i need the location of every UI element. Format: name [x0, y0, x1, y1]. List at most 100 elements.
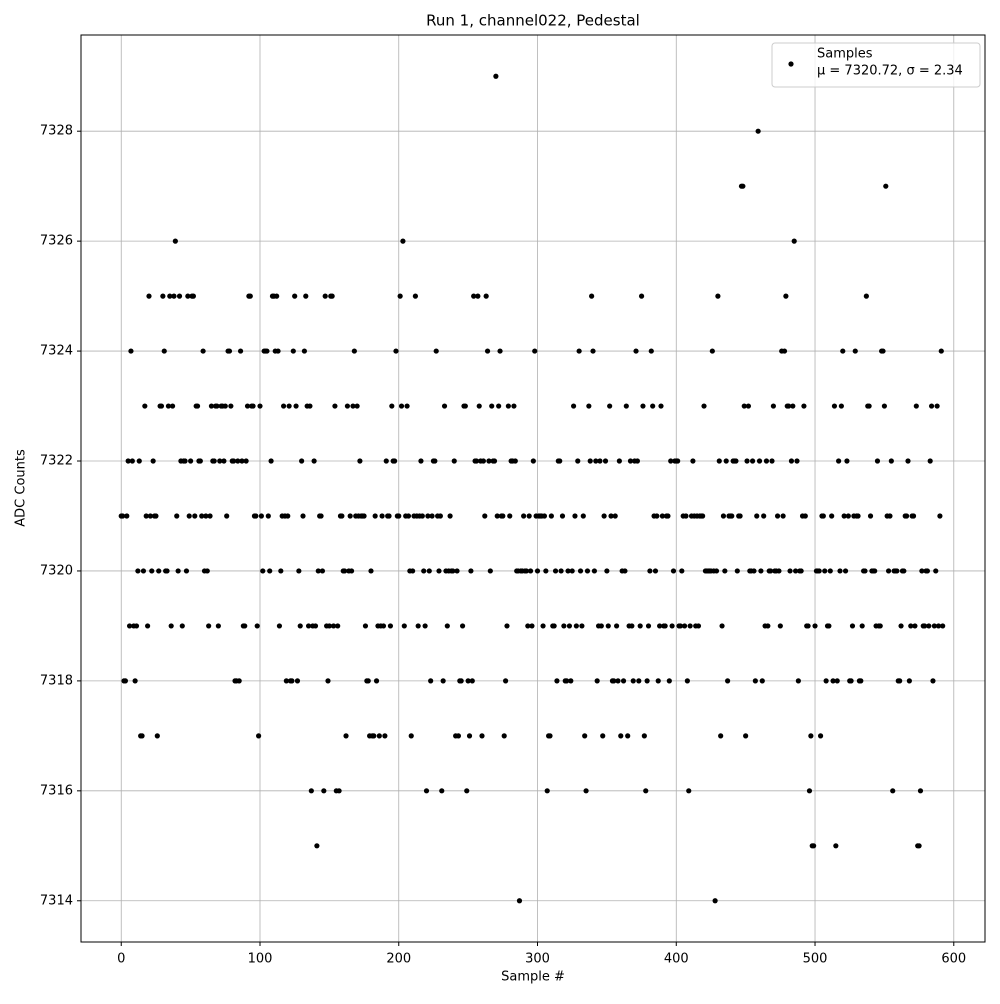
data-point [471, 293, 477, 299]
data-point [733, 458, 739, 464]
data-point [433, 348, 439, 354]
data-point [186, 513, 192, 519]
data-point [806, 788, 813, 794]
data-point [190, 293, 196, 299]
data-point [422, 623, 428, 629]
data-point [436, 568, 442, 574]
data-point [305, 623, 312, 629]
y-tick-label: 7314 [40, 893, 73, 908]
data-point [565, 568, 571, 574]
data-point [158, 403, 165, 409]
data-point [484, 348, 491, 354]
data-point [348, 568, 355, 574]
data-point [462, 403, 468, 409]
data-point [540, 623, 546, 629]
data-point [441, 403, 448, 409]
data-point [120, 513, 126, 519]
data-point [491, 458, 498, 464]
data-point [561, 623, 567, 629]
data-point [614, 623, 620, 629]
data-point [855, 513, 861, 519]
legend-label: Samples [817, 47, 873, 62]
data-point [451, 458, 457, 464]
data-point [236, 678, 242, 684]
data-point [795, 678, 801, 684]
data-point [901, 568, 907, 574]
data-point [126, 623, 133, 629]
data-point [501, 733, 507, 739]
data-point [300, 513, 306, 519]
data-point [380, 623, 387, 629]
data-point [841, 513, 847, 519]
data-point [670, 568, 677, 574]
data-point [172, 238, 178, 244]
data-point [527, 568, 534, 574]
data-point [419, 513, 425, 519]
data-point [354, 403, 360, 409]
data-point [623, 403, 629, 409]
data-point [885, 568, 892, 574]
data-point [593, 458, 599, 464]
data-point [145, 623, 151, 629]
data-point [260, 568, 266, 574]
data-point [862, 568, 868, 574]
data-point [505, 403, 511, 409]
y-tick-label: 7316 [40, 783, 73, 798]
data-point [425, 513, 431, 519]
data-point [840, 348, 846, 354]
data-point [859, 623, 865, 629]
data-point [640, 403, 646, 409]
data-point [629, 623, 635, 629]
data-point [483, 293, 489, 299]
data-point [780, 513, 786, 519]
data-point [468, 568, 474, 574]
data-point [579, 623, 585, 629]
data-point [386, 513, 392, 519]
data-point [752, 678, 758, 684]
data-point [347, 513, 353, 519]
data-point [362, 623, 369, 629]
data-point [214, 403, 220, 409]
data-point [654, 513, 660, 519]
data-point [290, 348, 296, 354]
data-point [547, 733, 553, 739]
data-point [867, 513, 874, 519]
data-point [845, 513, 851, 519]
data-point [361, 513, 367, 519]
data-point [863, 293, 869, 299]
data-point [934, 403, 940, 409]
data-point [160, 293, 166, 299]
data-point [924, 568, 931, 574]
data-point [147, 513, 153, 519]
data-point [683, 513, 689, 519]
data-point [570, 403, 577, 409]
data-point [669, 623, 675, 629]
data-point [200, 348, 206, 354]
data-point [274, 293, 280, 299]
data-point [781, 348, 788, 354]
data-point [729, 513, 735, 519]
data-point [811, 843, 817, 849]
data-point [455, 733, 462, 739]
data-point [398, 403, 405, 409]
data-point [496, 403, 502, 409]
data-point [668, 458, 674, 464]
data-point [881, 403, 888, 409]
data-point [657, 623, 663, 629]
data-point [568, 678, 574, 684]
data-point [759, 678, 765, 684]
data-point [382, 733, 388, 739]
data-point [412, 293, 419, 299]
data-point [156, 568, 162, 574]
data-point [258, 513, 264, 519]
data-point [418, 458, 424, 464]
data-point [464, 788, 470, 794]
data-point [662, 623, 668, 629]
data-point [150, 458, 156, 464]
data-point [823, 678, 829, 684]
data-point [318, 513, 324, 519]
data-point [415, 623, 421, 629]
data-point [476, 403, 482, 409]
